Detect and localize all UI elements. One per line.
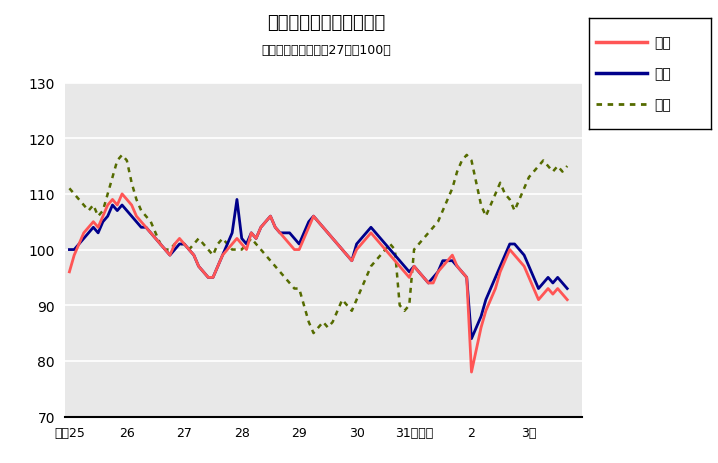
Text: 出荷: 出荷 — [655, 67, 671, 81]
Text: 生産: 生産 — [655, 36, 671, 50]
Text: （季節調整済、平成27年＝100）: （季節調整済、平成27年＝100） — [262, 44, 391, 57]
Text: 在庫: 在庫 — [655, 98, 671, 112]
Text: 鳥取県鉱工業指数の推移: 鳥取県鉱工業指数の推移 — [268, 14, 386, 32]
